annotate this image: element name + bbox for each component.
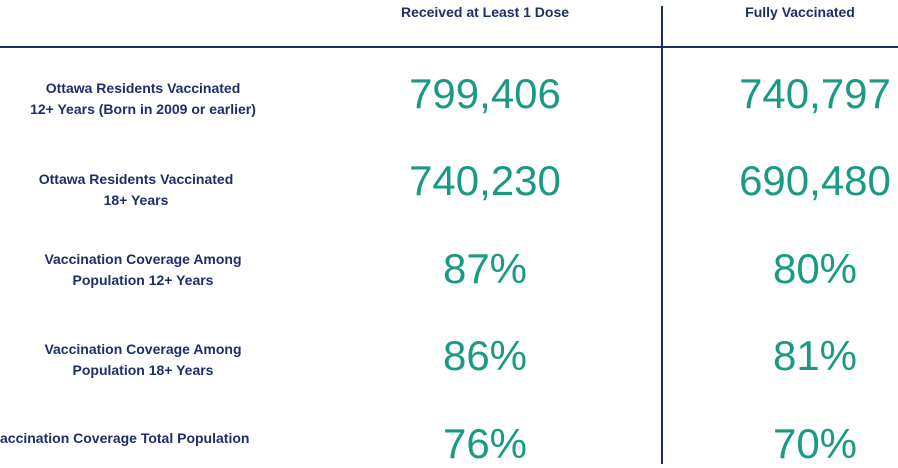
value-full-coverage-total: 70% (772, 420, 858, 467)
row-label-residents-18plus: Ottawa Residents Vaccinated 18+ Years (0, 169, 272, 211)
value-dose-residents-12plus: 799,406 (409, 70, 561, 117)
row-label-line: 18+ Years (103, 192, 169, 208)
column-divider (661, 6, 663, 464)
row-label-residents-12plus: Ottawa Residents Vaccinated 12+ Years (B… (0, 78, 286, 120)
row-label-line: Population 12+ Years (72, 272, 214, 288)
row-label-line: 12+ Years (Born in 2009 or earlier) (30, 101, 256, 117)
row-label-line: Vaccination Coverage Among (44, 251, 242, 267)
row-label-line: Vaccination Coverage Among (44, 341, 242, 357)
value-dose-coverage-total: 76% (442, 420, 528, 467)
row-label-coverage-12plus: Vaccination Coverage Among Population 12… (0, 249, 286, 291)
value-dose-residents-18plus: 740,230 (409, 157, 561, 204)
column-header-fully-vaccinated: Fully Vaccinated (745, 4, 855, 20)
row-label-line: Population 18+ Years (72, 362, 214, 378)
row-label-coverage-total: accination Coverage Total Population (0, 428, 249, 449)
header-divider (0, 46, 898, 48)
row-label-line: Ottawa Residents Vaccinated (45, 80, 241, 96)
value-full-residents-18plus: 690,480 (739, 157, 891, 204)
value-full-coverage-12plus: 80% (772, 245, 858, 292)
row-label-line: Ottawa Residents Vaccinated (38, 171, 234, 187)
value-dose-coverage-18plus: 86% (442, 332, 528, 379)
column-header-first-dose: Received at Least 1 Dose (400, 4, 570, 20)
value-dose-coverage-12plus: 87% (442, 245, 528, 292)
value-full-coverage-18plus: 81% (772, 332, 858, 379)
row-label-coverage-18plus: Vaccination Coverage Among Population 18… (0, 339, 286, 381)
row-label-line: accination Coverage Total Population (0, 430, 250, 446)
value-full-residents-12plus: 740,797 (739, 70, 891, 117)
